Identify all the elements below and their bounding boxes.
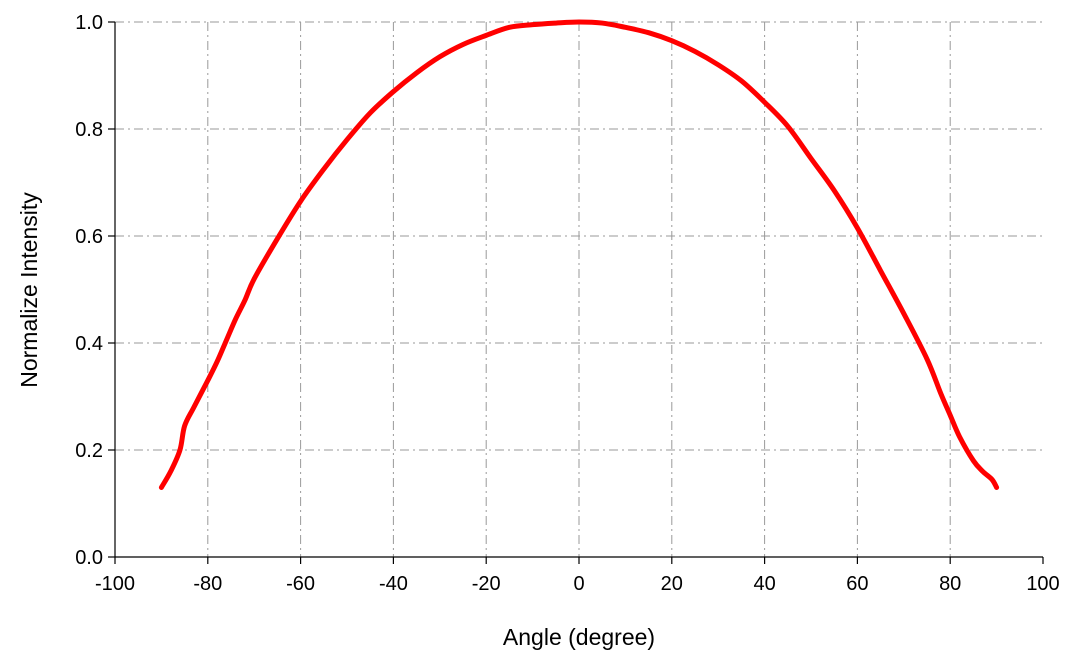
- x-tick-label: 40: [753, 573, 775, 595]
- x-axis-title: Angle (degree): [503, 624, 655, 650]
- x-tick-label: -60: [286, 573, 315, 595]
- y-tick-label: 0.6: [75, 226, 103, 248]
- x-tick-label: 0: [573, 573, 584, 595]
- gridlines: [115, 21, 1043, 557]
- y-tick-label: 0.2: [75, 440, 103, 462]
- axes: [108, 21, 1044, 564]
- series-layer: [158, 19, 1000, 490]
- x-tick-label: -40: [379, 573, 408, 595]
- y-tick-label: 0.8: [75, 119, 103, 141]
- x-tick-label: -20: [472, 573, 501, 595]
- x-tick-label: 20: [661, 573, 683, 595]
- tick-labels: -100 -80 -60 -40 -20 0 20 40 60 80 100 0.0 0.2 0.4 0.6…: [75, 12, 1060, 595]
- x-tick-label: -100: [95, 573, 135, 595]
- x-tick-label: 100: [1026, 573, 1059, 595]
- y-tick-label: 0.4: [75, 333, 103, 355]
- y-tick-label: 1.0: [75, 12, 103, 34]
- x-tick-label: 60: [846, 573, 868, 595]
- series-line: [158, 19, 1000, 490]
- y-axis-title: Normalize Intensity: [16, 192, 42, 388]
- x-tick-label: -80: [193, 573, 222, 595]
- x-tick-label: 80: [939, 573, 961, 595]
- y-tick-label: 0.0: [75, 547, 103, 569]
